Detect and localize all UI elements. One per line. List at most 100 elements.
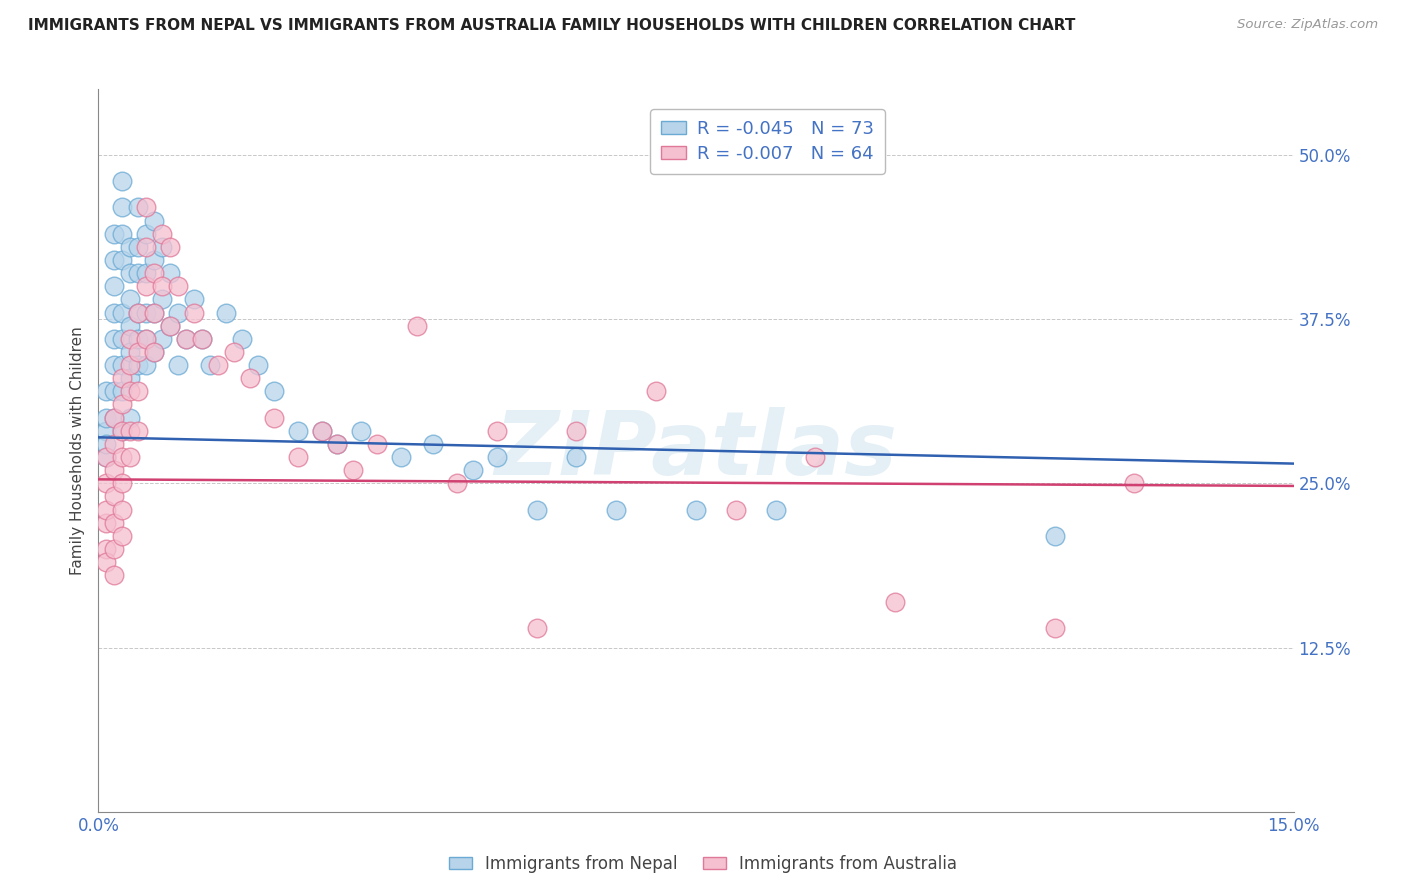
Point [111,397,134,411]
Y-axis label: Family Households with Children: Family Households with Children [70,326,86,574]
Point [103,305,125,319]
Point [96,384,118,399]
Point [103,332,125,346]
Point [103,384,125,399]
Point [485,424,508,438]
Point [103,490,125,504]
Point [103,358,125,372]
Point [111,227,134,241]
Point [103,410,125,425]
Point [222,345,245,359]
Point [111,174,134,188]
Text: Source: ZipAtlas.com: Source: ZipAtlas.com [1237,18,1378,31]
Point [565,424,588,438]
Point [143,305,166,319]
Point [167,358,190,372]
Point [207,358,229,372]
Point [127,266,149,280]
Point [135,332,157,346]
Point [198,358,221,372]
Point [111,371,134,385]
Legend: Immigrants from Nepal, Immigrants from Australia: Immigrants from Nepal, Immigrants from A… [441,848,965,880]
Point [526,502,548,516]
Point [96,541,118,556]
Point [96,555,118,569]
Point [111,529,134,543]
Point [167,279,190,293]
Point [311,424,333,438]
Point [120,318,142,333]
Point [159,240,181,254]
Point [350,424,373,438]
Point [111,358,134,372]
Point [605,502,627,516]
Point [103,437,125,451]
Point [174,332,197,346]
Point [565,450,588,464]
Point [103,410,125,425]
Point [96,424,118,438]
Point [127,305,149,319]
Point [120,332,142,346]
Point [884,594,907,608]
Point [127,305,149,319]
Point [135,227,157,241]
Point [263,410,285,425]
Point [127,240,149,254]
Point [111,384,134,399]
Point [191,332,214,346]
Point [366,437,388,451]
Point [96,476,118,491]
Point [183,293,205,307]
Point [143,252,166,267]
Point [127,424,149,438]
Point [96,437,118,451]
Point [127,358,149,372]
Point [143,266,166,280]
Point [311,424,333,438]
Point [135,240,157,254]
Point [287,450,309,464]
Point [111,305,134,319]
Point [174,332,197,346]
Point [135,279,157,293]
Point [765,502,787,516]
Point [526,621,548,635]
Point [239,371,262,385]
Point [215,305,238,319]
Point [485,450,508,464]
Point [120,345,142,359]
Point [111,424,134,438]
Point [1123,476,1146,491]
Point [191,332,214,346]
Point [724,502,747,516]
Point [143,305,166,319]
Legend: R = -0.045   N = 73, R = -0.007   N = 64: R = -0.045 N = 73, R = -0.007 N = 64 [651,109,884,174]
Point [135,305,157,319]
Point [159,318,181,333]
Point [685,502,707,516]
Point [389,450,412,464]
Point [127,332,149,346]
Point [150,279,173,293]
Point [127,345,149,359]
Point [120,384,142,399]
Point [287,424,309,438]
Text: IMMIGRANTS FROM NEPAL VS IMMIGRANTS FROM AUSTRALIA FAMILY HOUSEHOLDS WITH CHILDR: IMMIGRANTS FROM NEPAL VS IMMIGRANTS FROM… [28,18,1076,33]
Point [150,293,173,307]
Point [1043,621,1066,635]
Point [111,476,134,491]
Point [135,358,157,372]
Point [120,266,142,280]
Point [111,502,134,516]
Point [135,266,157,280]
Point [150,332,173,346]
Point [111,252,134,267]
Point [96,502,118,516]
Point [103,541,125,556]
Point [461,463,484,477]
Point [111,332,134,346]
Point [96,410,118,425]
Point [103,279,125,293]
Point [120,358,142,372]
